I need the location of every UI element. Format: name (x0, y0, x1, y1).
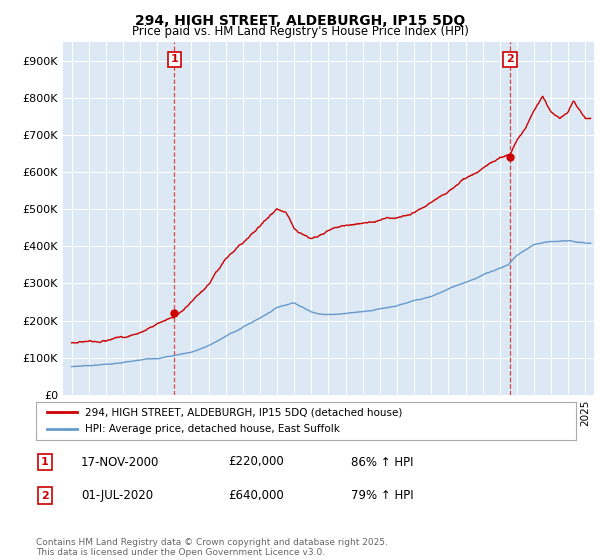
Text: 294, HIGH STREET, ALDEBURGH, IP15 5DQ (detached house): 294, HIGH STREET, ALDEBURGH, IP15 5DQ (d… (85, 407, 402, 417)
Text: 17-NOV-2000: 17-NOV-2000 (81, 455, 160, 469)
Text: 294, HIGH STREET, ALDEBURGH, IP15 5DQ: 294, HIGH STREET, ALDEBURGH, IP15 5DQ (135, 14, 465, 28)
Text: £640,000: £640,000 (228, 489, 284, 502)
Text: 2: 2 (41, 491, 49, 501)
Text: 2: 2 (506, 54, 514, 64)
Text: Contains HM Land Registry data © Crown copyright and database right 2025.
This d: Contains HM Land Registry data © Crown c… (36, 538, 388, 557)
Text: 86% ↑ HPI: 86% ↑ HPI (351, 455, 413, 469)
Text: 1: 1 (170, 54, 178, 64)
Text: Price paid vs. HM Land Registry's House Price Index (HPI): Price paid vs. HM Land Registry's House … (131, 25, 469, 38)
Text: HPI: Average price, detached house, East Suffolk: HPI: Average price, detached house, East… (85, 424, 340, 434)
Text: 1: 1 (41, 457, 49, 467)
Text: 01-JUL-2020: 01-JUL-2020 (81, 489, 153, 502)
Text: 79% ↑ HPI: 79% ↑ HPI (351, 489, 413, 502)
Text: £220,000: £220,000 (228, 455, 284, 469)
